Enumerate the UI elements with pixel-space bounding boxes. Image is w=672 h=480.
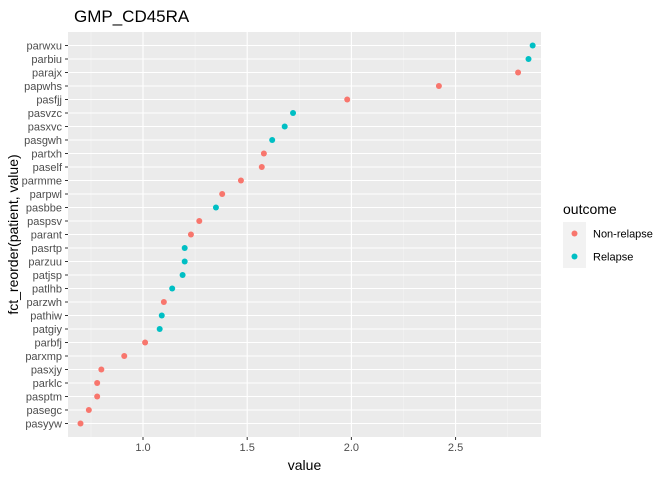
data-point-pasrtp: [181, 245, 188, 251]
x-axis-title: value: [288, 457, 322, 473]
y-tick-label: pasyyw: [25, 418, 62, 430]
y-tick-label: patjsp: [33, 270, 62, 282]
data-point-parwxu: [529, 42, 536, 49]
y-tick-label: parzwh: [27, 297, 62, 309]
y-tick-label: parant: [31, 229, 62, 241]
y-tick-label: paself: [33, 162, 63, 174]
y-tick-label: parxmp: [25, 351, 62, 363]
data-point-parbfj: [142, 339, 149, 346]
y-tick-label: pasrtp: [31, 243, 62, 255]
legend-key-relapse: [571, 253, 578, 260]
legend-label-non-relapse: Non-relapse: [593, 229, 653, 241]
y-tick-label: pasegc: [27, 405, 63, 417]
x-tick-label: 1.0: [135, 442, 150, 454]
y-tick-label: partxh: [31, 148, 62, 160]
data-point-parzwh: [160, 299, 167, 305]
data-point-patlhb: [169, 285, 176, 292]
y-tick-label: parbiu: [31, 54, 62, 66]
data-point-partxh: [260, 150, 267, 157]
legend: outcome Non-relapse Relapse: [563, 201, 653, 268]
y-tick-label: pasvzc: [28, 108, 63, 120]
y-axis-title: fct_reorder(patient, value): [5, 154, 21, 314]
data-point-paspsv: [196, 218, 203, 224]
points-layer: [77, 42, 536, 427]
data-point-pasyyw: [77, 420, 84, 427]
y-tick-label: pasgwh: [24, 135, 62, 147]
y-tick-label: parklc: [33, 378, 63, 390]
data-point-pasgwh: [269, 137, 276, 143]
grid-layer: [68, 32, 541, 437]
data-point-pasxvc: [281, 123, 288, 130]
y-tick-label: pasptm: [26, 391, 62, 403]
y-tick-label: patgiy: [33, 324, 63, 336]
data-point-patjsp: [179, 272, 186, 278]
data-point-parklc: [94, 380, 101, 386]
x-tick-label: 2.5: [448, 442, 463, 454]
y-tick-label: parmme: [22, 175, 62, 187]
x-tick-label: 1.5: [240, 442, 255, 454]
data-point-papwhs: [435, 83, 442, 89]
data-point-pathiw: [158, 312, 165, 319]
y-tick-label: parajx: [32, 67, 62, 79]
data-point-parpwl: [219, 191, 226, 197]
data-point-paself: [258, 164, 265, 170]
x-tick-label: 2.0: [344, 442, 359, 454]
y-tick-label: papwhs: [24, 81, 62, 93]
y-tick-label: pasfjj: [36, 94, 62, 106]
legend-label-relapse: Relapse: [593, 252, 633, 264]
x-axis: 1.0 1.5 2.0 2.5: [135, 437, 463, 454]
y-tick-label: parzuu: [28, 256, 62, 268]
y-tick-label: pathiw: [30, 310, 62, 322]
data-point-parbiu: [525, 56, 532, 62]
legend-key-non-relapse: [571, 230, 578, 237]
data-point-patgiy: [156, 326, 163, 332]
data-point-parant: [187, 231, 194, 238]
legend-items: Non-relapse Relapse: [563, 222, 653, 268]
y-tick-label: pasxvc: [28, 121, 63, 133]
y-tick-label: pasbbe: [26, 202, 62, 214]
data-point-pasxjy: [98, 366, 105, 373]
data-point-parzuu: [181, 258, 188, 265]
data-point-pasegc: [85, 407, 92, 413]
y-tick-label: parbfj: [34, 337, 62, 349]
y-tick-label: pasxjy: [31, 364, 63, 376]
legend-title: outcome: [563, 201, 617, 217]
data-point-pasfjj: [344, 96, 351, 103]
data-point-parxmp: [121, 353, 128, 359]
data-point-parajx: [515, 69, 522, 76]
y-tick-label: patlhb: [32, 283, 62, 295]
chart-title: GMP_CD45RA: [74, 7, 190, 26]
y-tick-label: parpwl: [30, 189, 62, 201]
y-tick-label: paspsv: [27, 216, 62, 228]
data-point-pasbbe: [212, 204, 219, 211]
data-point-pasptm: [94, 393, 101, 400]
data-point-parmme: [237, 177, 244, 184]
data-point-pasvzc: [290, 110, 297, 116]
y-tick-label: parwxu: [27, 40, 62, 52]
